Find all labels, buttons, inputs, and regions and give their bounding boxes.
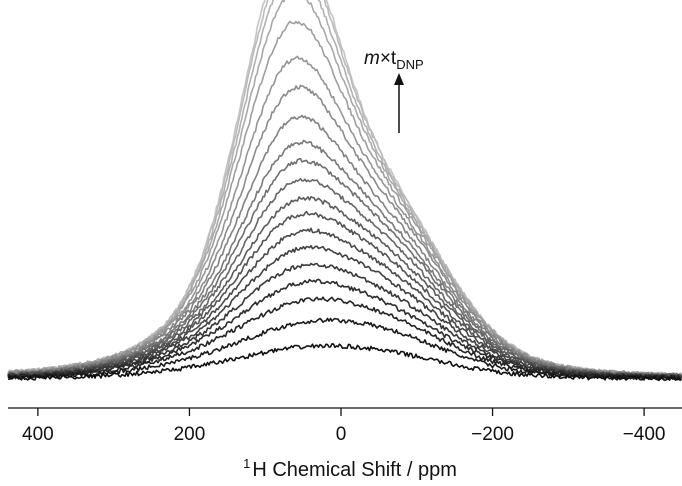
annotation-mid: ×t <box>380 48 397 69</box>
spectrum-line-14 <box>7 84 682 379</box>
spectrum-line-12 <box>7 139 682 379</box>
annotation-italic: m <box>364 48 380 69</box>
spectrum-line-8 <box>7 210 682 379</box>
x-tick-label: −200 <box>471 424 514 445</box>
x-tick-label: 200 <box>174 424 206 445</box>
annotation-label: m×tDNP <box>364 48 424 72</box>
spectrum-line-11 <box>7 157 682 379</box>
spectrum-line-13 <box>7 114 682 379</box>
spectrum-line-15 <box>7 55 682 378</box>
annotation-subscript: DNP <box>396 57 423 72</box>
annotation-arrow-head <box>394 73 404 85</box>
spectrum-line-3 <box>7 296 682 381</box>
x-axis-title-superscript: 1 <box>243 456 250 471</box>
x-tick-label: −400 <box>623 424 666 445</box>
x-tick-layer: 400 200 0 −200 −400 <box>22 408 666 445</box>
x-tick-label: 0 <box>336 424 347 445</box>
x-axis-title-text: H Chemical Shift / ppm <box>252 459 457 481</box>
spectrum-line-1 <box>7 343 682 382</box>
series-layer <box>7 0 682 382</box>
spectrum-line-16 <box>7 20 682 378</box>
mxtdnp-annotation: m×tDNP <box>364 48 424 133</box>
x-tick-label: 400 <box>22 424 54 445</box>
